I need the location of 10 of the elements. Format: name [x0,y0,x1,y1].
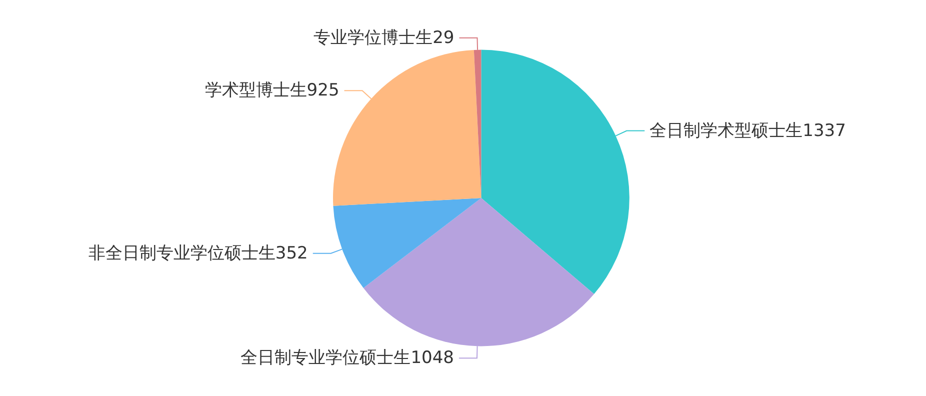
data-label: 1337 [802,120,846,141]
data-label: 1048 [410,348,454,368]
slice-label: 非全日制专业学位硕士生 [88,243,276,264]
slice-label: 学术型博士生 [204,80,307,101]
slice-label: 全日制学术型硕士生 [650,120,803,141]
slice-label: 全日制专业学位硕士生 [240,348,411,368]
data-label: 352 [275,243,308,264]
data-label: 29 [432,28,454,48]
data-label: 925 [306,80,340,101]
slice-label: 专业学位博士生 [314,28,433,48]
